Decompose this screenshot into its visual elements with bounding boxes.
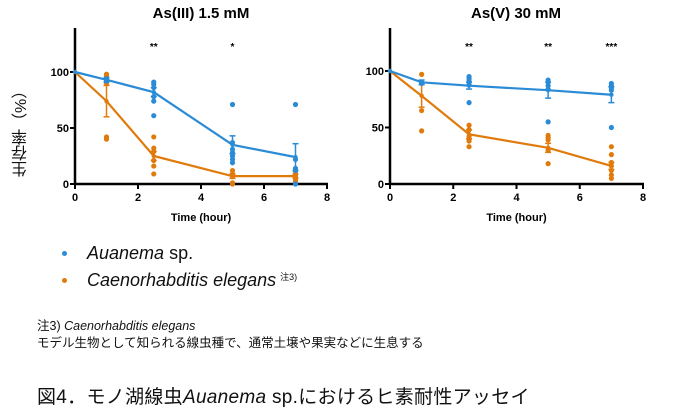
y-tick-label: 0 [378, 179, 384, 191]
y-tick-label: 100 [51, 67, 69, 79]
legend-footnote-ref: 注3) [280, 272, 298, 282]
series-caenorhabditis-elegans [387, 68, 615, 181]
blue-dot-icon [62, 251, 67, 256]
significance-marker: *** [606, 42, 618, 53]
figure-caption: 図4．モノ湖線虫Auanema sp.におけるヒ素耐性アッセイ [37, 382, 530, 409]
x-tick-label: 4 [513, 192, 520, 204]
x-tick-label: 2 [450, 192, 456, 204]
y-tick-label: 100 [366, 66, 384, 78]
chart-title: As(III) 1.5 mM [153, 5, 250, 22]
footnote-description: モデル生物として知られる線虫種で、通常土壌や果実などに生息する [37, 336, 424, 350]
x-tick-label: 0 [387, 192, 393, 204]
x-tick-label: 2 [135, 192, 141, 204]
x-tick-label: 8 [640, 192, 646, 204]
footnote-prefix: 注3) [37, 319, 65, 333]
x-tick-label: 0 [72, 192, 78, 204]
legend-item-celegans: Caenorhabditis elegans 注3) [62, 267, 297, 294]
significance-marker: * [231, 42, 235, 53]
legend-item-auanema: Auanema sp. [62, 240, 297, 267]
legend: Auanema sp. Caenorhabditis elegans 注3) [62, 240, 297, 294]
x-axis-label: Time (hour) [171, 212, 232, 224]
x-tick-label: 4 [198, 192, 205, 204]
caption-species: Auanema [182, 387, 267, 408]
chart-title: As(V) 30 mM [471, 5, 561, 22]
series-auanema-sp- [72, 69, 299, 187]
legend-label-italic: Auanema [87, 243, 165, 263]
significance-marker: ** [544, 42, 552, 53]
significance-marker: ** [150, 42, 158, 53]
caption-prefix: 図4．モノ湖線虫 [37, 387, 183, 408]
legend-label-plain: sp. [164, 243, 194, 263]
x-tick-label: 6 [577, 192, 583, 204]
footnote-species: Caenorhabditis elegans [64, 319, 196, 333]
x-axis-label: Time (hour) [486, 212, 547, 224]
orange-dot-icon [62, 278, 67, 283]
x-tick-label: 6 [261, 192, 267, 204]
y-tick-label: 50 [57, 123, 69, 135]
caption-suffix: sp.におけるヒ素耐性アッセイ [266, 387, 530, 408]
series-auanema-sp- [387, 68, 615, 131]
series-caenorhabditis-elegans [72, 69, 299, 187]
x-tick-label: 8 [324, 192, 330, 204]
y-tick-label: 50 [372, 123, 384, 135]
y-axis-label: 生存率（%） [13, 82, 30, 178]
footnote: 注3) Caenorhabditis elegans モデル生物として知られる線… [37, 318, 424, 352]
significance-marker: ** [465, 42, 473, 53]
legend-label-italic: Caenorhabditis elegans [87, 270, 277, 290]
y-tick-label: 0 [63, 179, 69, 191]
